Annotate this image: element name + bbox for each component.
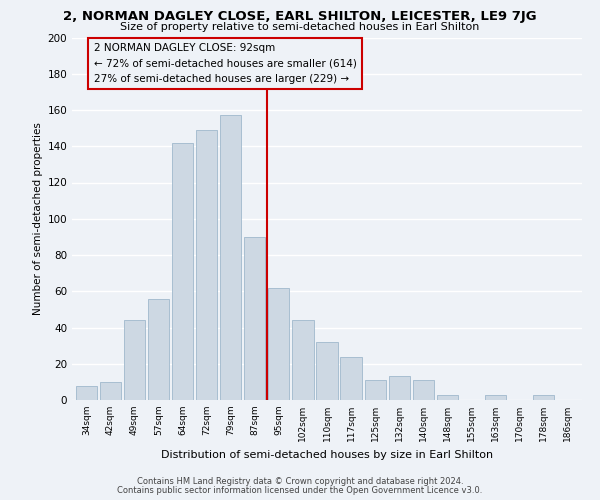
Bar [365,380,386,400]
Bar [172,142,193,400]
Bar [76,386,97,400]
Bar [268,288,289,400]
Bar [413,380,434,400]
Text: Contains HM Land Registry data © Crown copyright and database right 2024.: Contains HM Land Registry data © Crown c… [137,478,463,486]
Bar [100,382,121,400]
Bar [533,394,554,400]
Bar [292,320,314,400]
Bar [389,376,410,400]
Bar [437,394,458,400]
Bar [340,356,362,400]
Bar [485,394,506,400]
Bar [316,342,338,400]
Text: 2 NORMAN DAGLEY CLOSE: 92sqm
← 72% of semi-detached houses are smaller (614)
27%: 2 NORMAN DAGLEY CLOSE: 92sqm ← 72% of se… [94,43,356,84]
Bar [148,298,169,400]
Bar [124,320,145,400]
Bar [196,130,217,400]
X-axis label: Distribution of semi-detached houses by size in Earl Shilton: Distribution of semi-detached houses by … [161,450,493,460]
Text: 2, NORMAN DAGLEY CLOSE, EARL SHILTON, LEICESTER, LE9 7JG: 2, NORMAN DAGLEY CLOSE, EARL SHILTON, LE… [63,10,537,23]
Text: Contains public sector information licensed under the Open Government Licence v3: Contains public sector information licen… [118,486,482,495]
Text: Size of property relative to semi-detached houses in Earl Shilton: Size of property relative to semi-detach… [121,22,479,32]
Bar [244,237,265,400]
Bar [220,116,241,400]
Y-axis label: Number of semi-detached properties: Number of semi-detached properties [33,122,43,315]
